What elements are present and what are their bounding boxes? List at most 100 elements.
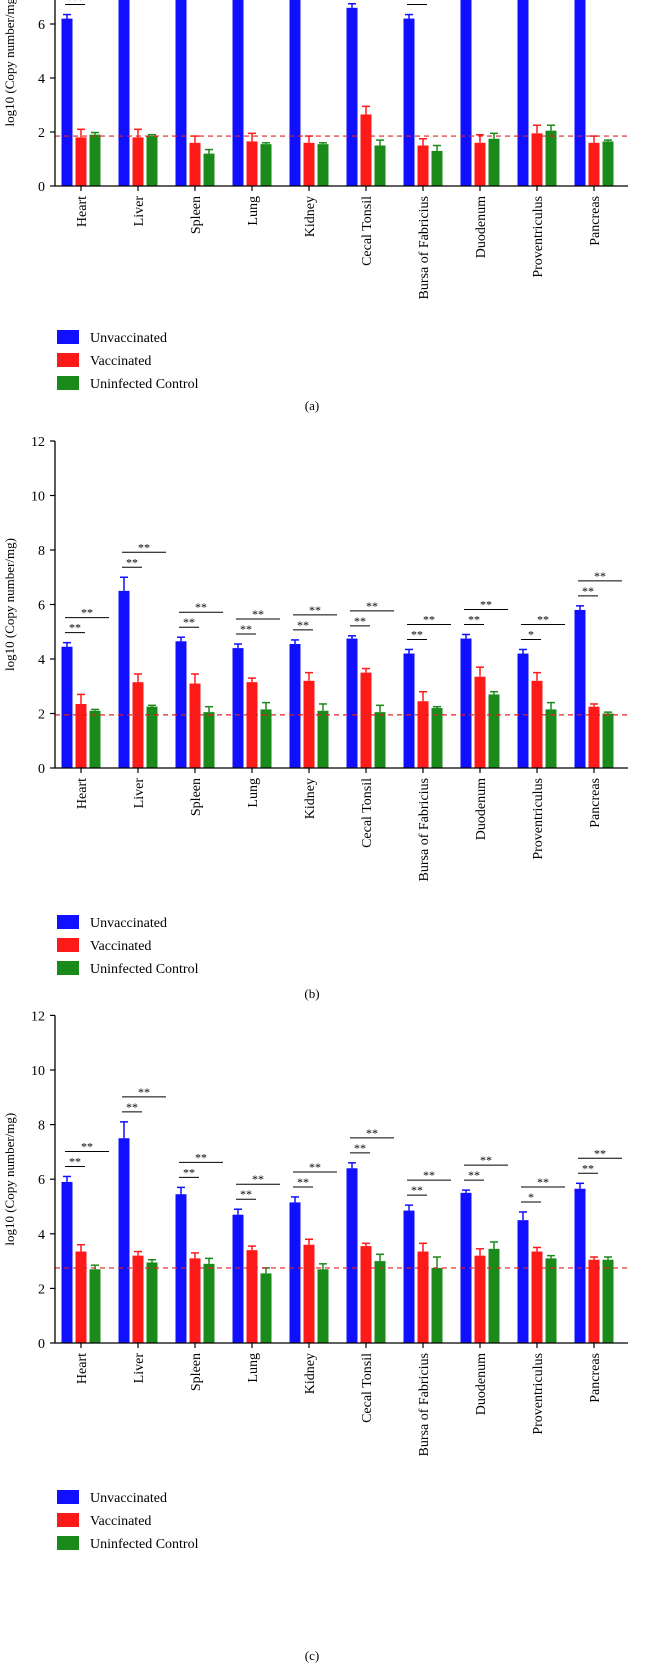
bar [232,648,244,768]
x-tick-label: Cecal Tonsil [360,196,375,266]
chart-panel-a: 0 2 4 6 log10 (Copy number/mg) Heart Liver Sple… [2,0,628,413]
legend-unvaccinated-label: Unvaccinated [90,916,167,931]
bar [474,1255,486,1343]
significance-label: ** [423,612,435,626]
bar [588,1259,600,1343]
significance-label: ** [81,1139,93,1153]
bar [403,653,415,768]
legend-vaccinated-label: Vaccinated [90,354,151,369]
y-tick-label: 2 [38,1282,45,1297]
bar [517,0,529,186]
bar [588,142,600,186]
panel-label: (a) [305,398,319,413]
bar [75,137,87,186]
panel-label: (c) [305,1648,319,1663]
bar [132,137,144,186]
y-tick-label: 0 [38,180,45,195]
significance-label: ** [81,606,93,620]
bar [545,130,557,186]
bar [545,709,557,768]
x-tick-label: Kidney [303,1353,318,1394]
bar [246,682,258,768]
x-tick-label: Pancreas [588,778,603,828]
bar [460,1192,472,1343]
x-tick-label: Bursa of Fabricius [417,196,432,299]
x-tick-label: Lung [246,778,261,808]
bar [146,706,158,768]
bar [89,134,101,186]
legend-uninfected-control-swatch [57,376,79,390]
y-tick-label: 6 [38,1173,45,1188]
x-tick-label: Heart [75,778,90,809]
bar [417,1251,429,1343]
significance-label: ** [582,584,594,598]
bar [346,638,358,768]
bar [132,1255,144,1343]
y-axis-label: log10 (Copy number/mg) [2,0,17,126]
bar [232,1214,244,1343]
significance-label: * [528,627,534,641]
x-tick-label: Kidney [303,778,318,819]
bar [260,1273,272,1343]
significance-label: *** [66,0,84,7]
legend-uninfected-control-label: Uninfected Control [90,1537,199,1552]
bar [431,1267,443,1343]
significance-label: ** [411,627,423,641]
significance-label: ** [537,612,549,626]
significance-label: ** [252,1172,264,1186]
bar [574,609,586,768]
x-tick-label: Heart [75,196,90,227]
bar [474,142,486,186]
x-tick-label: Bursa of Fabricius [417,1353,432,1456]
y-tick-label: 4 [38,72,45,87]
bar [488,1248,500,1343]
bar [431,150,443,186]
bar [118,590,130,768]
bar [118,0,130,186]
bar [531,133,543,186]
y-tick-label: 12 [31,435,45,450]
bar [417,701,429,768]
x-tick-label: Pancreas [588,196,603,246]
bar [146,136,158,186]
bar [260,709,272,768]
significance-label: ** [582,1161,594,1175]
bar [346,1168,358,1343]
significance-label: ** [309,1160,321,1174]
bar [289,0,301,186]
y-tick-label: 0 [38,762,45,777]
bar [488,138,500,186]
y-tick-label: 4 [38,1228,45,1243]
bar [317,710,329,768]
bar [574,0,586,186]
bar [460,0,472,186]
bar [531,680,543,768]
x-tick-label: Duodenum [474,196,489,258]
bar [146,1262,158,1343]
x-tick-label: Cecal Tonsil [360,778,375,848]
significance-label: ** [468,612,480,626]
x-tick-label: Spleen [189,778,204,816]
bar [317,144,329,186]
significance-label: ** [480,1153,492,1167]
x-tick-label: Liver [132,1353,147,1384]
y-axis-label: log10 (Copy number/mg) [2,1113,17,1246]
bar [460,638,472,768]
significance-label: ** [354,614,366,628]
x-tick-label: Liver [132,196,147,227]
bar [289,1202,301,1343]
significance-label: * [528,1190,534,1204]
y-tick-label: 10 [31,490,45,505]
bar [360,1246,372,1343]
chart-panel-b: 0 2 4 6 8 10 12 log10 (Copy number/mg) Heart Live… [2,435,628,1001]
significance-label: ** [354,1141,366,1155]
bar [75,703,87,768]
x-tick-label: Proventriculus [531,1353,546,1435]
legend-vaccinated-label: Vaccinated [90,939,151,954]
bar [360,114,372,186]
bar [346,7,358,186]
x-tick-label: Liver [132,778,147,809]
bar [203,153,215,186]
bar [246,141,258,186]
legend-uninfected-control-label: Uninfected Control [90,377,199,392]
